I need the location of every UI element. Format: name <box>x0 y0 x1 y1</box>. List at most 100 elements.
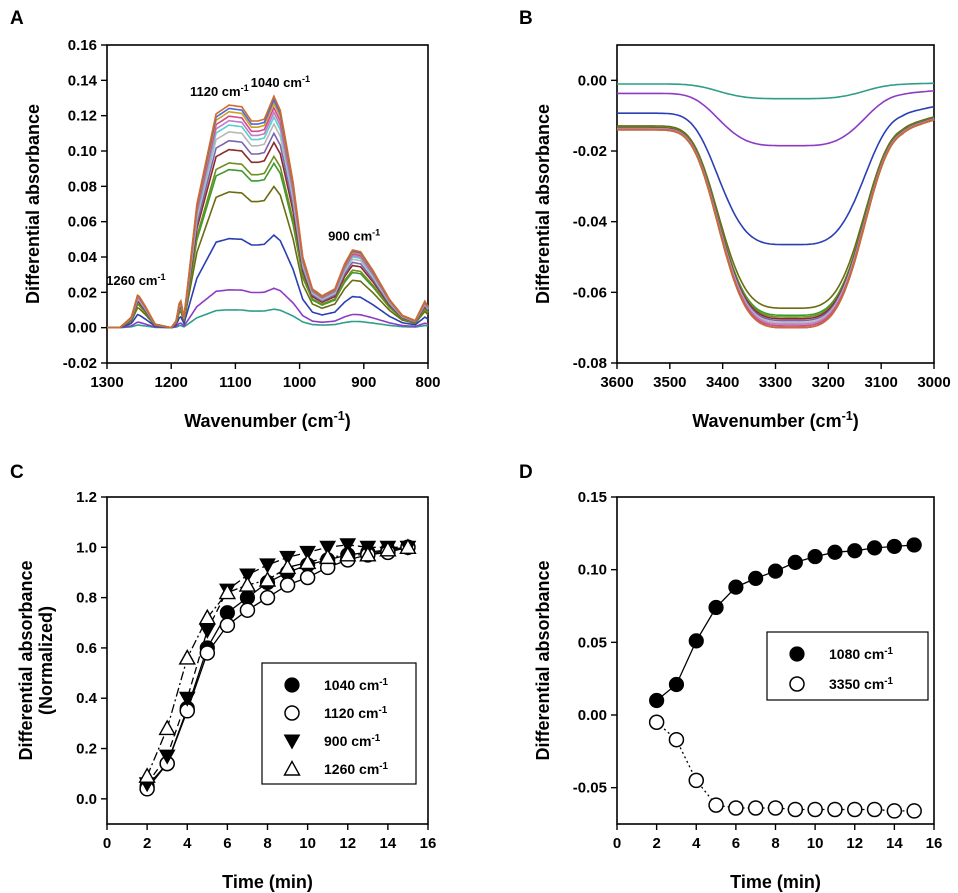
y-tick-label: 1.2 <box>76 489 97 506</box>
spectrum-trace <box>617 116 935 309</box>
y-tick-label: 0.6 <box>76 640 97 657</box>
y-tick-label: 0.02 <box>68 284 97 301</box>
data-point <box>399 538 417 555</box>
y-tick-label: 0.8 <box>76 590 97 607</box>
y-axis-label: Differential absorbance <box>23 104 43 304</box>
spectrum-trace <box>617 82 934 100</box>
y-tick-label: -0.06 <box>573 284 607 301</box>
peak-annotation: 1260 cm-1 <box>106 272 165 288</box>
y-axis-label-2: (Normalized) <box>36 606 56 715</box>
plot-frame <box>106 44 429 364</box>
y-tick-label: 0.04 <box>68 249 98 266</box>
y-tick-label: 1.0 <box>76 539 97 556</box>
data-point <box>728 579 744 595</box>
x-tick-label: 6 <box>732 835 740 852</box>
data-point <box>178 691 196 707</box>
y-tick-label: 0.12 <box>68 108 97 125</box>
data-point <box>258 571 277 587</box>
data-point <box>688 772 704 789</box>
y-tick-label: -0.04 <box>573 214 608 231</box>
data-point <box>747 800 764 816</box>
x-tick-label: 8 <box>263 835 271 852</box>
y-tick-label: -0.05 <box>573 780 607 797</box>
y-tick-label: 0.0 <box>76 791 97 808</box>
x-axis-label: Time (min) <box>222 872 313 892</box>
spectrum-trace <box>617 105 935 246</box>
y-tick-label: -0.02 <box>573 143 607 160</box>
y-tick-label: 0.10 <box>68 143 97 160</box>
legend-label: 1260 cm-1 <box>324 761 389 778</box>
y-axis-label: Differential absorbance <box>533 104 553 304</box>
data-point <box>906 803 922 819</box>
data-point <box>379 540 397 557</box>
series-line <box>656 721 915 812</box>
data-point <box>299 569 316 586</box>
data-point <box>708 797 724 813</box>
peak-annotation: 1040 cm-1 <box>251 74 310 90</box>
panel-letter: C <box>10 462 24 483</box>
legend-marker <box>284 705 300 721</box>
data-point <box>339 545 357 562</box>
data-point <box>158 749 176 765</box>
x-tick-label: 4 <box>183 835 192 852</box>
legend-marker <box>283 760 301 776</box>
data-point <box>239 568 256 584</box>
x-tick-label: 6 <box>223 835 231 852</box>
data-point <box>688 633 704 649</box>
x-tick-label: 0 <box>103 835 111 852</box>
x-tick-label: 3300 <box>759 374 792 391</box>
x-tick-label: 900 <box>351 374 376 391</box>
x-axis-label: Time (min) <box>730 872 821 892</box>
x-axis-label: Wavenumber (cm-1) <box>184 409 351 431</box>
legend-marker <box>283 734 301 750</box>
legend-label: 900 cm-1 <box>324 733 381 750</box>
spectrum-trace <box>107 185 429 329</box>
x-tick-label: 3600 <box>600 374 633 391</box>
data-point <box>649 692 665 709</box>
data-point <box>787 801 804 818</box>
x-tick-label: 12 <box>339 835 356 852</box>
x-tick-label: 2 <box>652 835 660 852</box>
data-point <box>259 558 276 574</box>
x-tick-label: 2 <box>143 835 151 852</box>
data-point <box>648 714 665 731</box>
legend-label: 1080 cm-1 <box>829 646 894 663</box>
data-point <box>728 800 744 816</box>
data-point <box>787 554 803 571</box>
spectrum-trace <box>617 119 935 329</box>
y-tick-label: 0.2 <box>76 741 97 758</box>
data-point <box>767 563 784 579</box>
data-point <box>359 545 377 562</box>
data-point <box>299 545 316 561</box>
y-tick-label: 0.14 <box>68 72 98 89</box>
panel-b: B 3600 3500 3400 3300 3200 3100 3000 -0.08 -0.06 -… <box>519 8 951 431</box>
spectrum-trace <box>107 161 429 329</box>
x-tick-label: 1200 <box>155 374 188 391</box>
x-tick-label: 1000 <box>283 374 316 391</box>
peak-annotation: 1120 cm-1 <box>190 83 249 99</box>
legend-label: 1120 cm-1 <box>324 705 388 722</box>
y-tick-label: 0.00 <box>578 72 607 89</box>
y-tick-label: 0.00 <box>578 707 607 724</box>
y-tick-label: 0.00 <box>68 320 97 337</box>
x-tick-label: 3100 <box>864 374 897 391</box>
data-point <box>886 803 903 819</box>
data-point <box>847 801 863 818</box>
legend-marker <box>789 676 805 692</box>
y-tick-label: 0.10 <box>578 562 607 579</box>
y-axis-label: Differential absorbance <box>533 560 553 760</box>
data-point <box>318 548 337 565</box>
data-point <box>198 608 217 625</box>
x-tick-label: 14 <box>886 835 903 852</box>
data-point <box>138 767 156 783</box>
data-point <box>219 617 236 634</box>
data-point <box>866 540 883 556</box>
data-point <box>866 801 883 818</box>
data-point <box>807 548 823 565</box>
y-tick-label: -0.08 <box>573 355 607 372</box>
x-tick-label: 10 <box>299 835 316 852</box>
x-tick-label: 12 <box>846 835 863 852</box>
y-tick-label: -0.02 <box>63 355 97 372</box>
legend-marker <box>284 677 300 693</box>
x-tick-label: 16 <box>420 835 437 852</box>
